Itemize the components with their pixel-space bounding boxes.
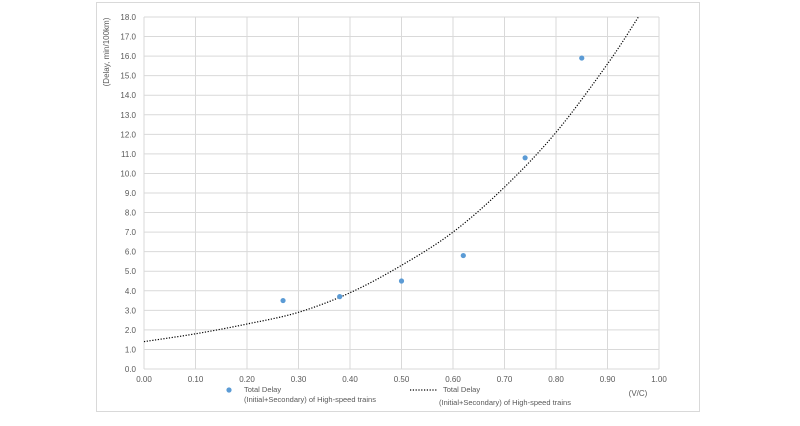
x-tick-label: 0.90	[600, 375, 616, 384]
x-tick-label: 0.30	[291, 375, 307, 384]
y-tick-label: 16.0	[120, 52, 136, 61]
gridlines	[143, 16, 660, 370]
x-tick-label: 0.70	[497, 375, 513, 384]
trendline-path	[143, 16, 639, 343]
y-tick-label: 8.0	[125, 209, 137, 218]
y-tick-label: 11.0	[121, 150, 137, 159]
legend-points-label-line1: Total Delay	[244, 385, 281, 394]
legend-trendline-label-line2: (Initial+Secondary) of High-speed trains	[439, 398, 571, 407]
legend-points-label-line2: (Initial+Secondary) of High-speed trains	[244, 395, 376, 404]
legend-point-marker	[226, 387, 232, 393]
y-tick-label: 15.0	[120, 72, 136, 81]
data-point	[522, 155, 528, 161]
x-axis-tick-labels: 0.00 0.10 0.20 0.30 0.40 0.50 0.60 0.70 0.80 0.90…	[136, 375, 667, 384]
y-tick-label: 17.0	[120, 33, 136, 42]
y-tick-label: 14.0	[120, 91, 136, 100]
y-tick-label: 3.0	[125, 306, 137, 315]
y-tick-label: 6.0	[125, 248, 137, 257]
y-tick-label: 7.0	[125, 228, 137, 237]
chart-frame	[96, 2, 700, 412]
y-tick-label: 2.0	[125, 326, 137, 335]
x-tick-label: 0.00	[136, 375, 152, 384]
y-tick-label: 13.0	[120, 111, 136, 120]
data-point	[398, 278, 405, 284]
y-tick-label: 10.0	[120, 169, 136, 178]
y-tick-label: 4.0	[125, 287, 137, 296]
legend-entry-points: Total Delay (Initial+Secondary) of High-…	[226, 385, 376, 404]
data-points	[280, 55, 585, 304]
y-tick-label: 9.0	[125, 189, 137, 198]
x-tick-label: 0.80	[548, 375, 564, 384]
legend-trendline-label-line1: Total Delay	[443, 385, 480, 394]
x-tick-label: 1.00	[651, 375, 667, 384]
legend-entry-trendline: Total Delay (Initial+Secondary) of High-…	[410, 385, 571, 407]
y-axis-tick-labels: 0.0 1.0 2.0 3.0 4.0 5.0 6.0 7.0 8.0 9.0 10.0 11.0 12…	[120, 13, 136, 374]
data-point	[280, 297, 286, 304]
y-tick-label: 1.0	[125, 345, 137, 354]
y-tick-label: 5.0	[125, 267, 137, 276]
y-tick-label: 12.0	[120, 130, 136, 139]
trendline	[143, 16, 639, 343]
x-axis-title: (V/C)	[629, 389, 648, 398]
x-tick-label: 0.40	[342, 375, 358, 384]
x-tick-label: 0.20	[239, 375, 255, 384]
data-point	[460, 252, 466, 259]
y-tick-label: 0.0	[125, 365, 137, 374]
x-tick-label: 0.10	[188, 375, 204, 384]
data-point	[579, 55, 585, 61]
x-tick-label: 0.60	[445, 375, 461, 384]
legend: Total Delay (Initial+Secondary) of High-…	[226, 385, 571, 407]
x-tick-label: 0.50	[394, 375, 410, 384]
y-tick-label: 18.0	[120, 13, 136, 22]
y-axis-title: (Delay, min/100km)	[102, 17, 111, 86]
data-point	[337, 294, 343, 300]
